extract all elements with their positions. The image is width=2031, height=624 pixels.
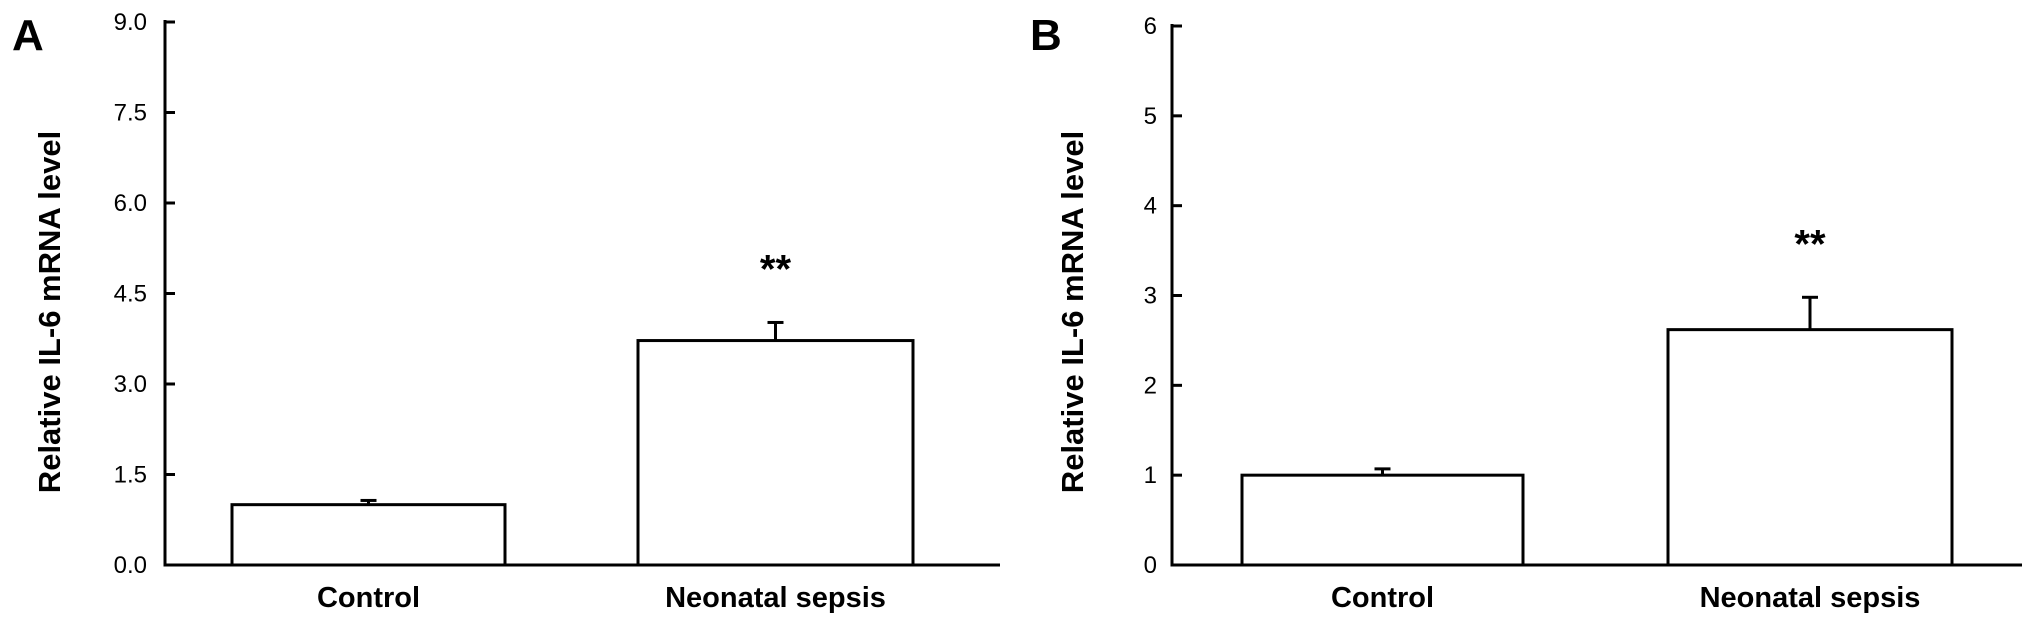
panel-letter-b: B xyxy=(1030,11,1062,60)
y-tick-label-b-1: 1 xyxy=(1144,462,1157,489)
y-tick-label-a-5: 7.5 xyxy=(114,100,147,127)
category-label-b-2: Neonatal sepsis xyxy=(1700,582,1921,614)
category-label-a-1: Control xyxy=(317,582,420,614)
y-tick-label-b-5: 5 xyxy=(1144,103,1157,130)
bar-b-1 xyxy=(1240,473,1525,567)
bar-a-1 xyxy=(230,503,507,567)
y-axis-title-b: Relative IL-6 mRNA level xyxy=(1055,131,1090,493)
category-label-b-1: Control xyxy=(1331,582,1434,614)
bar-a-2 xyxy=(636,339,915,567)
y-tick-label-b-6: 6 xyxy=(1144,13,1157,40)
significance-mark-a-2: ** xyxy=(760,247,792,291)
y-tick-label-a-1: 1.5 xyxy=(114,462,147,489)
category-label-a-2: Neonatal sepsis xyxy=(665,582,886,614)
y-tick-label-a-4: 6.0 xyxy=(114,190,147,217)
panel-a: A Relative IL-6 mRNA level Control ** Neon… xyxy=(12,9,1000,614)
y-tick-label-b-0: 0 xyxy=(1144,552,1157,579)
y-tick-label-b-3: 3 xyxy=(1144,283,1157,310)
bar-b-2 xyxy=(1666,328,1954,567)
panel-b: B Relative IL-6 mRNA level Control ** Neon… xyxy=(1030,11,2022,614)
y-tick-label-b-2: 2 xyxy=(1144,372,1157,399)
y-tick-label-a-3: 4.5 xyxy=(114,281,147,308)
y-tick-label-a-0: 0.0 xyxy=(114,552,147,579)
y-tick-label-a-6: 9.0 xyxy=(114,9,147,36)
panel-letter-a: A xyxy=(12,11,44,60)
significance-mark-b-2: ** xyxy=(1794,222,1826,266)
y-tick-label-b-4: 4 xyxy=(1144,193,1157,220)
y-axis-title-a: Relative IL-6 mRNA level xyxy=(32,131,67,493)
y-tick-label-a-2: 3.0 xyxy=(114,371,147,398)
